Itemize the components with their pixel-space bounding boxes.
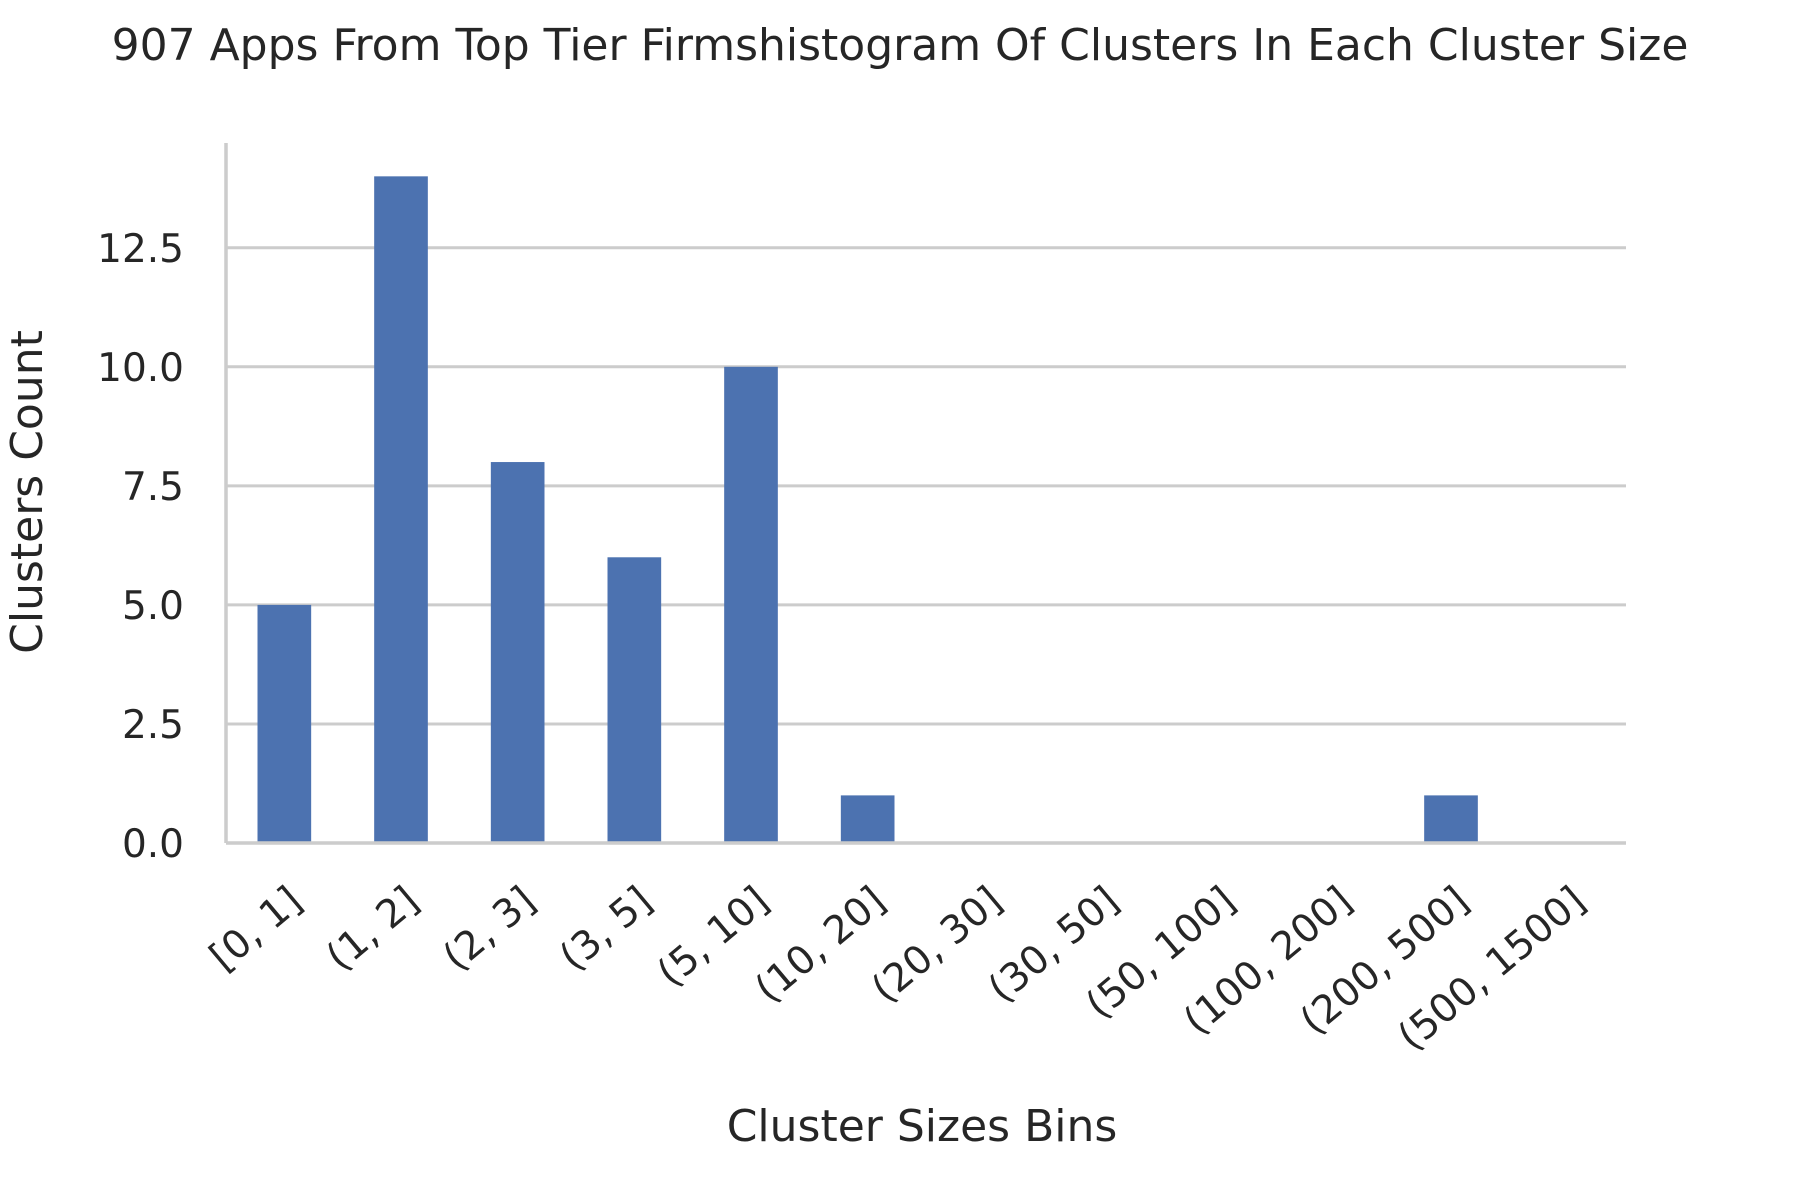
bar [257,604,312,843]
axes-spines [224,143,1626,845]
x-tick-labels: [0, 1] (1, 2] (2, 3] (3, 5](5, 10](10, 20](… [202,878,1595,1060]
bars [257,176,1478,844]
y-tick-label: 0.0 [122,822,184,867]
x-axis-label: Cluster Sizes Bins [727,1101,1118,1152]
bar [490,462,545,843]
bar [840,795,895,843]
bar [607,557,662,843]
y-tick-labels: 0.0 2.5 5.0 7.5 10.0 12.5 [97,227,184,867]
y-tick-label: 7.5 [122,465,184,510]
x-tick-label: (3, 5] [552,878,661,980]
bar [1424,795,1478,843]
chart-title: 907 Apps From Top Tier Firmshistogram Of… [112,20,1689,71]
y-axis-label: Clusters Count [2,330,53,654]
x-tick-label: (10, 20] [747,878,894,1012]
y-tick-label: 12.5 [97,227,184,272]
x-tick-label: (1, 2] [318,878,427,980]
x-tick-label: (20, 30] [863,878,1010,1012]
y-tick-label: 5.0 [122,584,184,629]
x-tick-label: [0, 1] [202,878,311,980]
bar [724,366,778,843]
gridlines [226,246,1626,726]
x-tick-label: (2, 3] [435,878,544,980]
y-tick-label: 10.0 [97,346,184,391]
bar [374,176,428,844]
y-tick-label: 2.5 [122,703,184,748]
